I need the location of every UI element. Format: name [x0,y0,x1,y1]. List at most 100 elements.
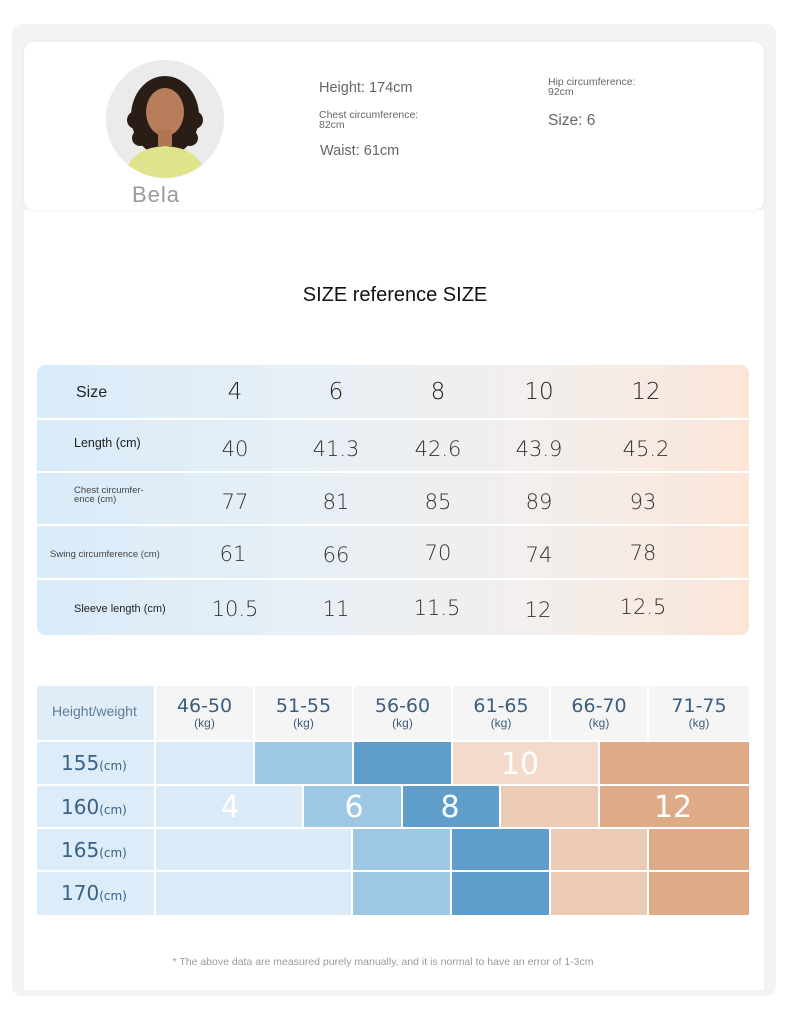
row-label-length: Length (cm) [74,436,141,450]
table-cell: 10.5 [211,597,259,621]
table-cell: 93 [629,490,657,514]
weight-unit: (kg) [194,716,215,730]
size-zone-cell [403,786,499,827]
model-hip-label: Hip circumference: [548,76,636,88]
model-size: Size: 6 [548,112,596,129]
weight-header: 46-50 (kg) [156,686,253,740]
size-zone-cell [354,742,451,784]
size-zone-cell [600,742,749,784]
height-unit: (cm) [99,889,127,903]
size-zone-cell [156,742,253,784]
size-zone-cell [501,786,598,827]
table-cell: 11 [322,597,350,621]
footnote: * The above data are measured purely man… [172,956,594,968]
table-cell: 40 [221,437,249,461]
weight-header: 61-65 (kg) [453,686,549,740]
row-label-sleeve: Sleeve length (cm) [74,603,166,615]
section-title: SIZE reference SIZE [302,284,488,306]
height-unit: (cm) [99,846,127,860]
weight-unit: (kg) [293,716,314,730]
weight-unit: (kg) [392,716,413,730]
table-cell: 61 [219,542,247,566]
height-value: 165 [61,838,100,862]
model-chest: Chest circumference: 82cm [319,109,419,131]
table-cell: 45.2 [622,437,670,461]
size-header-cell: 12 [631,379,661,405]
size-table-header-row: Size 4 6 8 10 12 [37,365,749,420]
height-value: 170 [61,881,100,905]
hw-corner-label: Height/weight [37,686,154,740]
size-zone-cell [255,742,352,784]
model-height: Height: 174cm [319,80,413,96]
table-cell: 77 [221,490,249,514]
size-zone-cell [156,872,351,915]
height-weight-chart: Height/weight 46-50 (kg) 51-55 (kg) 56-6… [37,686,749,915]
weight-header: 56-60 (kg) [354,686,451,740]
size-zone-label: 6 [344,790,364,825]
size-zone-label: 8 [440,790,460,825]
size-zone-cell [353,872,450,915]
size-zone-cell [551,829,647,870]
row-label-chest-line: ence (cm) [74,494,117,505]
table-row: Sleeve length (cm) 10.5 11 11.5 12 12.5 [37,580,749,635]
size-zone-cell [353,829,450,870]
height-unit: (cm) [99,803,127,817]
size-table: Size 4 6 8 10 12 Length (cm) 40 41.3 42.… [37,365,749,635]
height-label: 155(cm) [37,742,154,784]
row-label-chest-line: Chest circumfer- [74,485,144,496]
weight-range: 51-55 [275,695,332,717]
size-zone-cell [551,872,647,915]
size-zone-cell [452,829,549,870]
model-waist: Waist: 61cm [320,143,400,159]
size-zone-cell [452,872,549,915]
table-cell: 89 [525,490,553,514]
size-zone-cell [304,786,401,827]
weight-range: 56-60 [374,695,431,717]
size-header-cell: 6 [328,379,344,405]
weight-unit: (kg) [490,716,512,730]
model-card: Bela Height: 174cm Chest circumference: … [24,42,764,210]
table-row: Length (cm) 40 41.3 42.6 43.9 45.2 [37,420,749,473]
model-name: Bela [131,182,181,207]
size-zone-cell [649,829,749,870]
size-header-cell: 8 [430,379,446,405]
height-label: 165(cm) [37,829,154,870]
model-chest-label: Chest circumference: [319,109,419,121]
weight-unit: (kg) [688,716,710,730]
weight-range: 46-50 [176,695,233,717]
model-avatar [106,60,224,178]
size-zone-cell [156,829,351,870]
table-cell: 85 [424,490,452,514]
height-value: 155 [61,751,100,775]
size-zone-label: 12 [653,790,693,825]
model-hip-value: 92cm [548,86,574,98]
table-cell: 43.9 [515,437,563,461]
table-cell: 42.6 [414,437,462,461]
table-row: Swing circumference (cm) 61 66 70 74 78 [37,526,749,580]
table-cell: 12 [524,598,552,622]
weight-header: 71-75 (kg) [649,686,749,740]
table-cell: 11.5 [413,596,461,620]
size-zone-label: 10 [500,747,540,782]
size-zone-cell [649,872,749,915]
weight-range: 71-75 [671,695,727,717]
size-header-label: Size [76,384,108,401]
size-zone-cell [156,786,302,827]
height-unit: (cm) [99,759,127,773]
table-cell: 74 [525,543,553,567]
table-cell: 81 [322,490,350,514]
size-zone-cell [453,742,598,784]
table-cell: 12.5 [619,595,667,619]
model-hip: Hip circumference: 92cm [548,76,636,98]
table-cell: 41.3 [312,437,360,461]
height-value: 160 [61,795,100,819]
table-row: Chest circumfer- ence (cm) 77 81 85 89 9… [37,473,749,526]
row-label-chest: Chest circumfer- ence (cm) [74,485,144,505]
weight-range: 66-70 [571,695,627,717]
row-label-swing: Swing circumference (cm) [50,549,160,560]
size-zone-cell [600,786,749,827]
height-label: 170(cm) [37,872,154,915]
weight-unit: (kg) [588,716,610,730]
table-cell: 78 [629,541,657,565]
table-cell: 66 [322,543,350,567]
